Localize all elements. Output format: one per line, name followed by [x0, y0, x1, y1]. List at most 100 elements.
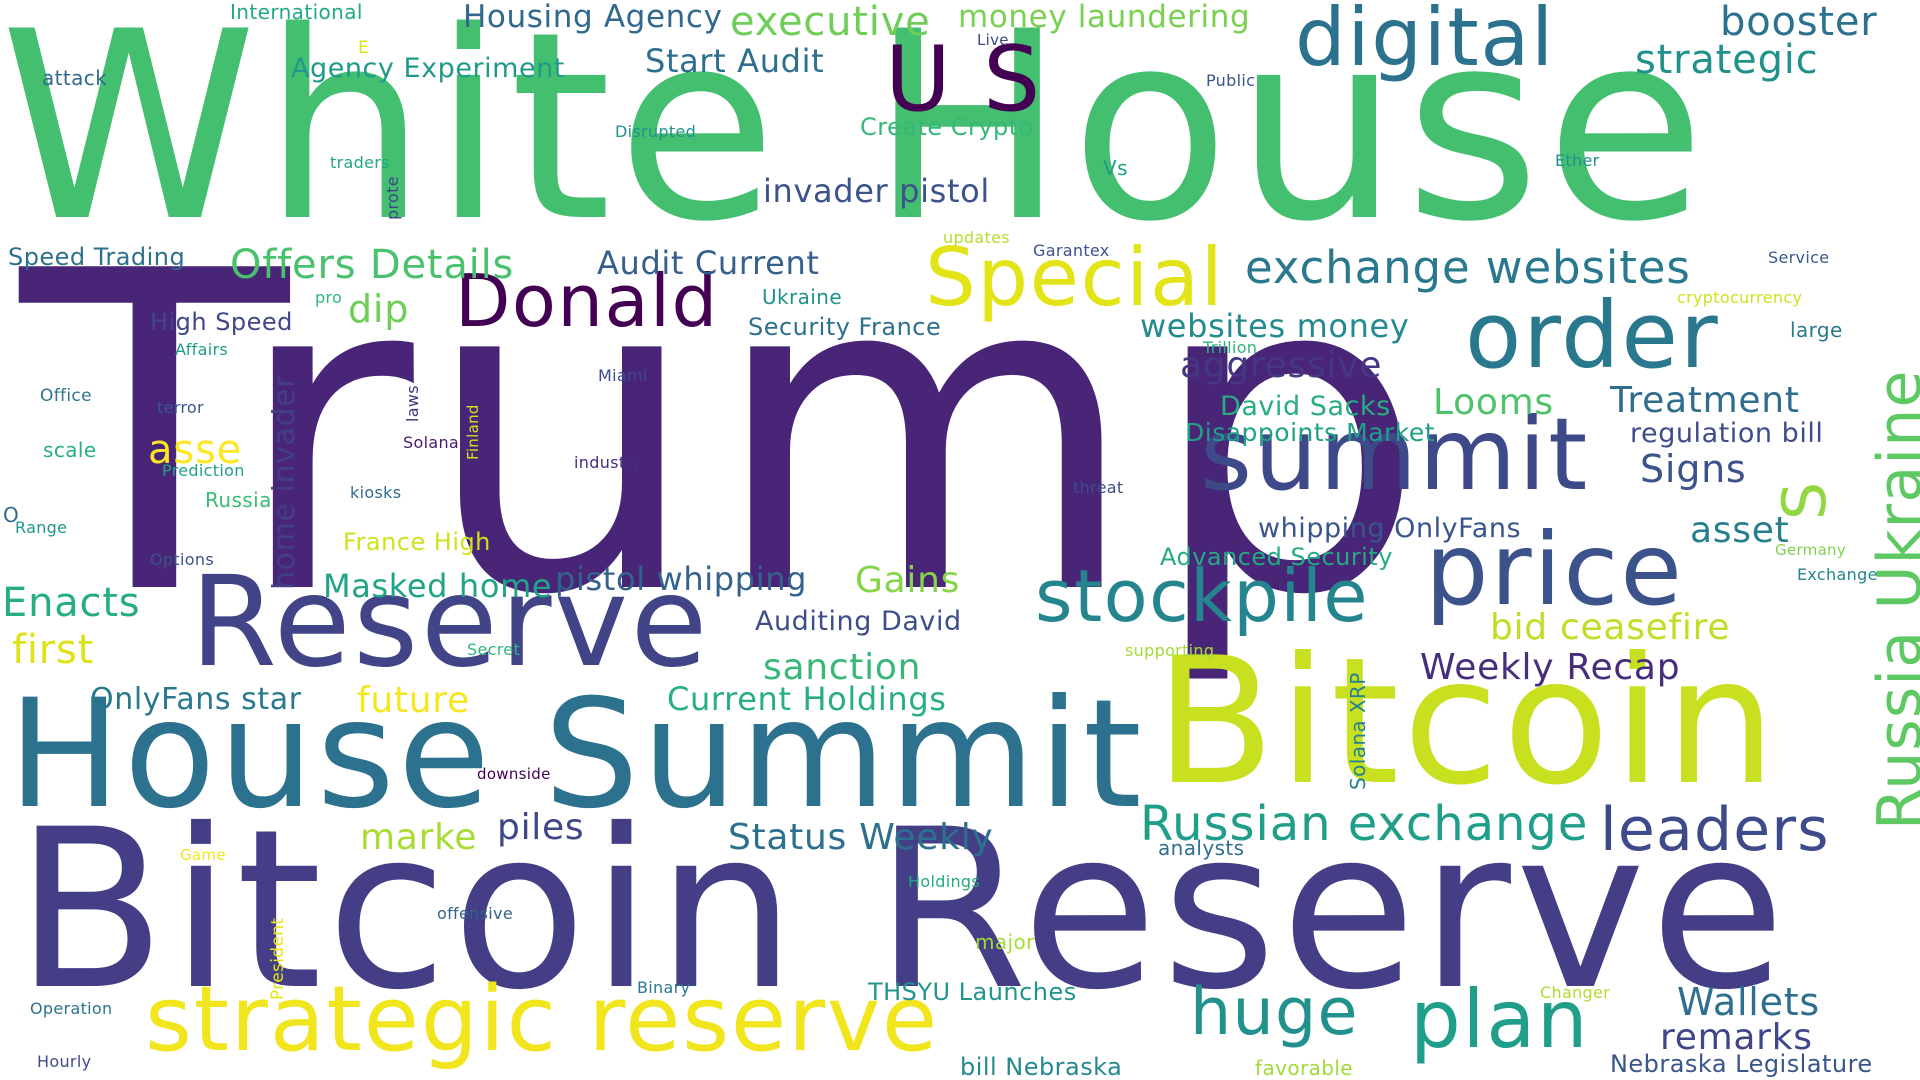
word-thsyu-launches: THSYU Launches [868, 978, 1077, 1006]
word-solana: Solana [403, 433, 460, 452]
word-large: large [1790, 318, 1843, 342]
word-e: E [358, 38, 370, 58]
word-order: order [1465, 282, 1720, 389]
word-strategic: strategic [1635, 37, 1819, 83]
word-affairs: Affairs [175, 340, 229, 359]
word-stockpile: stockpile [1035, 554, 1370, 638]
word-pistol-whipping: pistol whipping [555, 560, 808, 598]
word-asse: asse [148, 427, 243, 473]
word-germany: Germany [1775, 541, 1847, 559]
word-create-crypto: Create Crypto [860, 113, 1034, 141]
word-options: Options [150, 550, 214, 569]
word-u-s: U S [885, 27, 1043, 132]
word-housing-agency: Housing Agency [463, 0, 723, 35]
word-kiosks: kiosks [350, 483, 402, 502]
word-ether: Ether [1555, 151, 1600, 170]
word-secret: Secret [467, 640, 521, 659]
word-hourly: Hourly [37, 1052, 92, 1071]
word-miami: Miami [598, 366, 648, 385]
word-exchange-websites: exchange websites [1245, 241, 1691, 294]
word-offers-details: Offers Details [230, 242, 515, 288]
word-russian-exchange: Russian exchange [1140, 796, 1589, 852]
word-supporting: supporting [1125, 641, 1215, 660]
word-websites-money: websites money [1140, 307, 1410, 345]
word-russia-ukraine: Russia Ukraine [1865, 369, 1920, 830]
word-white-house: White House [0, 0, 1711, 279]
word-trillion: Trillion [1203, 338, 1258, 357]
word-president: President [268, 917, 288, 1000]
word-offensive: offensive [437, 904, 514, 923]
word-prediction: Prediction [162, 461, 245, 480]
word-service: Service [1768, 248, 1830, 267]
word-france-high: France High [343, 528, 491, 556]
word-favorable: favorable [1255, 1056, 1354, 1080]
word-executive: executive [730, 0, 931, 45]
word-onlyfans-star: OnlyFans star [90, 682, 302, 717]
word-major: major [975, 930, 1035, 954]
word-high-speed: High Speed [150, 308, 293, 336]
word-plan: plan [1410, 973, 1590, 1066]
word-remarks: remarks [1660, 1017, 1813, 1058]
word-office: Office [40, 386, 92, 406]
word-analysts: analysts [1158, 836, 1245, 860]
word-terror: terror [157, 398, 204, 417]
word-huge: huge [1190, 975, 1359, 1050]
word-laws: laws [403, 385, 422, 422]
word-start-audit: Start Audit [645, 42, 825, 80]
word-marke: marke [360, 817, 478, 858]
word-ukraine: Ukraine [762, 285, 843, 309]
word-holdings: Holdings [908, 872, 981, 891]
word-digital: digital [1295, 0, 1555, 84]
word-wallets: Wallets [1677, 980, 1820, 1024]
word-auditing-david: Auditing David [755, 606, 962, 637]
word-operation: Operation [30, 999, 113, 1018]
word-traders: traders [330, 153, 390, 172]
word-range: Range [15, 518, 68, 537]
word-public: Public [1206, 71, 1256, 90]
word-money-laundering: money laundering [958, 0, 1251, 35]
word-signs: Signs [1640, 447, 1747, 491]
word-dip: dip [348, 287, 410, 331]
word-threat: threat [1073, 478, 1124, 497]
word-piles: piles [497, 807, 585, 848]
word-whipping-onlyfans: whipping OnlyFans [1258, 513, 1522, 544]
word-reserve: Reserve [190, 550, 710, 695]
word-weekly-recap: Weekly Recap [1420, 647, 1681, 688]
word-disappoints-market: Disappoints Market [1185, 418, 1436, 447]
word-bill-nebraska: bill Nebraska [960, 1053, 1123, 1080]
word-trump: Trump [20, 179, 1436, 691]
word-donald: Donald [455, 259, 719, 343]
word-strategic-reserve: strategic reserve [145, 967, 940, 1072]
word-live: Live [977, 31, 1009, 49]
word-current-holdings: Current Holdings [667, 680, 947, 718]
word-vs: Vs [1103, 156, 1128, 180]
word-exchange: Exchange [1797, 565, 1878, 584]
word-summit: summit [1200, 396, 1590, 513]
word-garantex: Garantex [1033, 241, 1110, 260]
word-treatment: Treatment [1610, 380, 1800, 421]
word-downside: downside [477, 765, 551, 783]
word-attack: attack [42, 66, 108, 90]
word-looms: Looms [1433, 382, 1554, 423]
word-updates: updates [943, 228, 1010, 247]
word-home-invader: home invader [267, 374, 302, 590]
word-aggressive: aggressive [1180, 345, 1383, 386]
word-binary: Binary [637, 978, 691, 997]
word-status-weekly: Status Weekly [728, 817, 994, 858]
word-gains: Gains [855, 560, 961, 601]
word-prote: prote [383, 176, 402, 220]
word-finland: Finland [464, 404, 482, 460]
word-regulation-bill: regulation bill [1630, 418, 1824, 449]
word-price: price [1425, 511, 1684, 628]
word-bid-ceasefire: bid ceasefire [1490, 607, 1731, 648]
word-audit-current: Audit Current [597, 244, 820, 282]
word-pro: pro [315, 288, 343, 307]
word-bitcoin-reserve: Bitcoin Reserve [15, 782, 1790, 1038]
word-advanced-security: Advanced Security [1160, 543, 1393, 571]
word-house-summit: House Summit [8, 668, 1145, 842]
word-leaders: leaders [1600, 795, 1830, 865]
word-scale: scale [43, 438, 97, 462]
word-industry: industry [574, 453, 643, 472]
word-changer: Changer [1540, 983, 1611, 1002]
